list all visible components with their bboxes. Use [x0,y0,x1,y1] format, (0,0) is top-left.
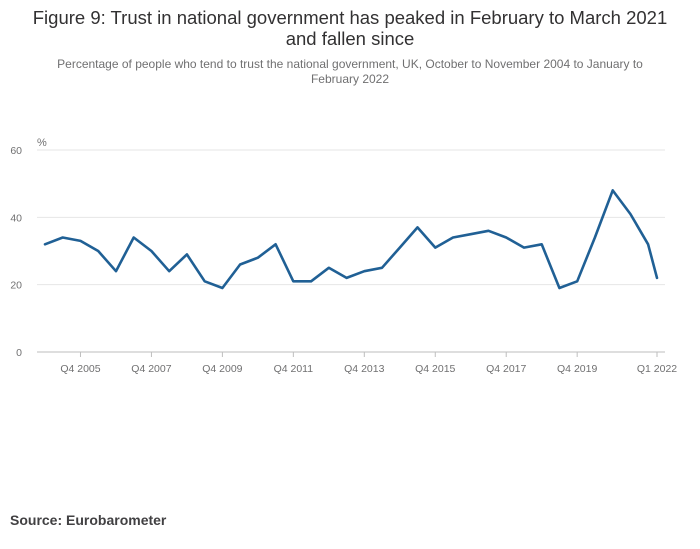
y-tick-label: 60 [10,145,22,157]
chart-title: Figure 9: Trust in national government h… [32,7,668,49]
chart-subtitle: Percentage of people who tend to trust t… [57,57,643,86]
x-tick-label: Q4 2015 [415,363,455,375]
x-tick-label: Q4 2009 [202,363,242,375]
y-tick-label: 40 [10,212,22,224]
x-tick-label: Q4 2019 [557,363,597,375]
x-tick-label: Q4 2005 [60,363,100,375]
x-tick-label: Q4 2007 [131,363,171,375]
x-tick-label: Q4 2013 [344,363,384,375]
x-tick-label: Q4 2011 [274,363,314,375]
x-tick-label: Q1 2022 [637,363,677,375]
y-tick-label: 20 [10,280,22,292]
trust-series-line [43,189,659,290]
x-tick-label: Q4 2017 [486,363,526,375]
y-tick-label: 0 [16,347,22,359]
source-note: Source: Eurobarometer [10,512,167,528]
y-axis-label: % [37,137,47,149]
